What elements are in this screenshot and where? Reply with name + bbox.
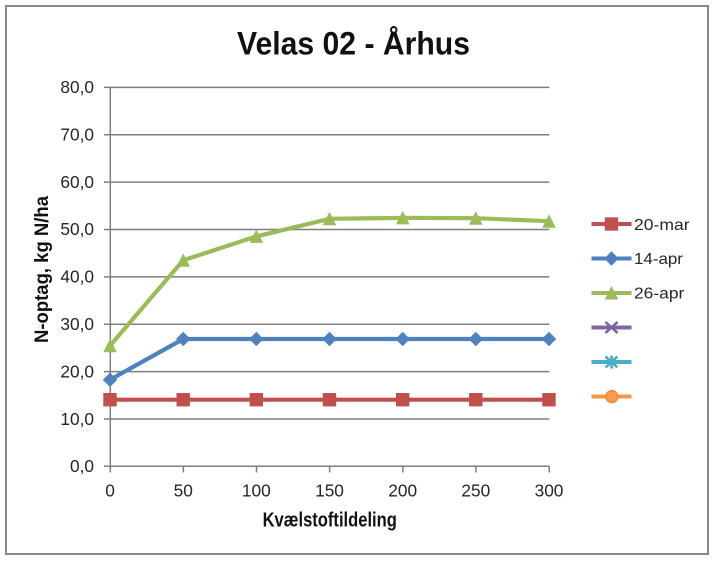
svg-text:26-apr: 26-apr — [634, 286, 685, 303]
svg-text:20,0: 20,0 — [60, 361, 94, 381]
svg-text:40,0: 40,0 — [60, 267, 94, 287]
svg-text:14-apr: 14-apr — [634, 251, 684, 268]
svg-text:10,0: 10,0 — [60, 409, 94, 429]
svg-text:0,0: 0,0 — [70, 456, 94, 476]
svg-text:150: 150 — [315, 481, 344, 501]
svg-text:100: 100 — [242, 481, 271, 501]
svg-text:60,0: 60,0 — [60, 172, 94, 192]
svg-text:50,0: 50,0 — [60, 219, 94, 239]
svg-text:70,0: 70,0 — [60, 124, 94, 144]
svg-text:80,0: 80,0 — [60, 77, 94, 97]
svg-text:300: 300 — [535, 481, 564, 501]
svg-text:50: 50 — [174, 481, 193, 501]
svg-text:30,0: 30,0 — [60, 314, 94, 334]
svg-text:200: 200 — [388, 481, 417, 501]
svg-text:0: 0 — [105, 481, 115, 501]
svg-text:250: 250 — [461, 481, 490, 501]
svg-text:Velas 02 - Århus: Velas 02 - Århus — [237, 26, 470, 62]
svg-text:20-mar: 20-mar — [634, 217, 690, 234]
svg-text:Kvælstoftildeling: Kvælstoftildeling — [263, 509, 397, 531]
svg-text:N-optag, kg N/ha: N-optag, kg N/ha — [32, 196, 53, 343]
